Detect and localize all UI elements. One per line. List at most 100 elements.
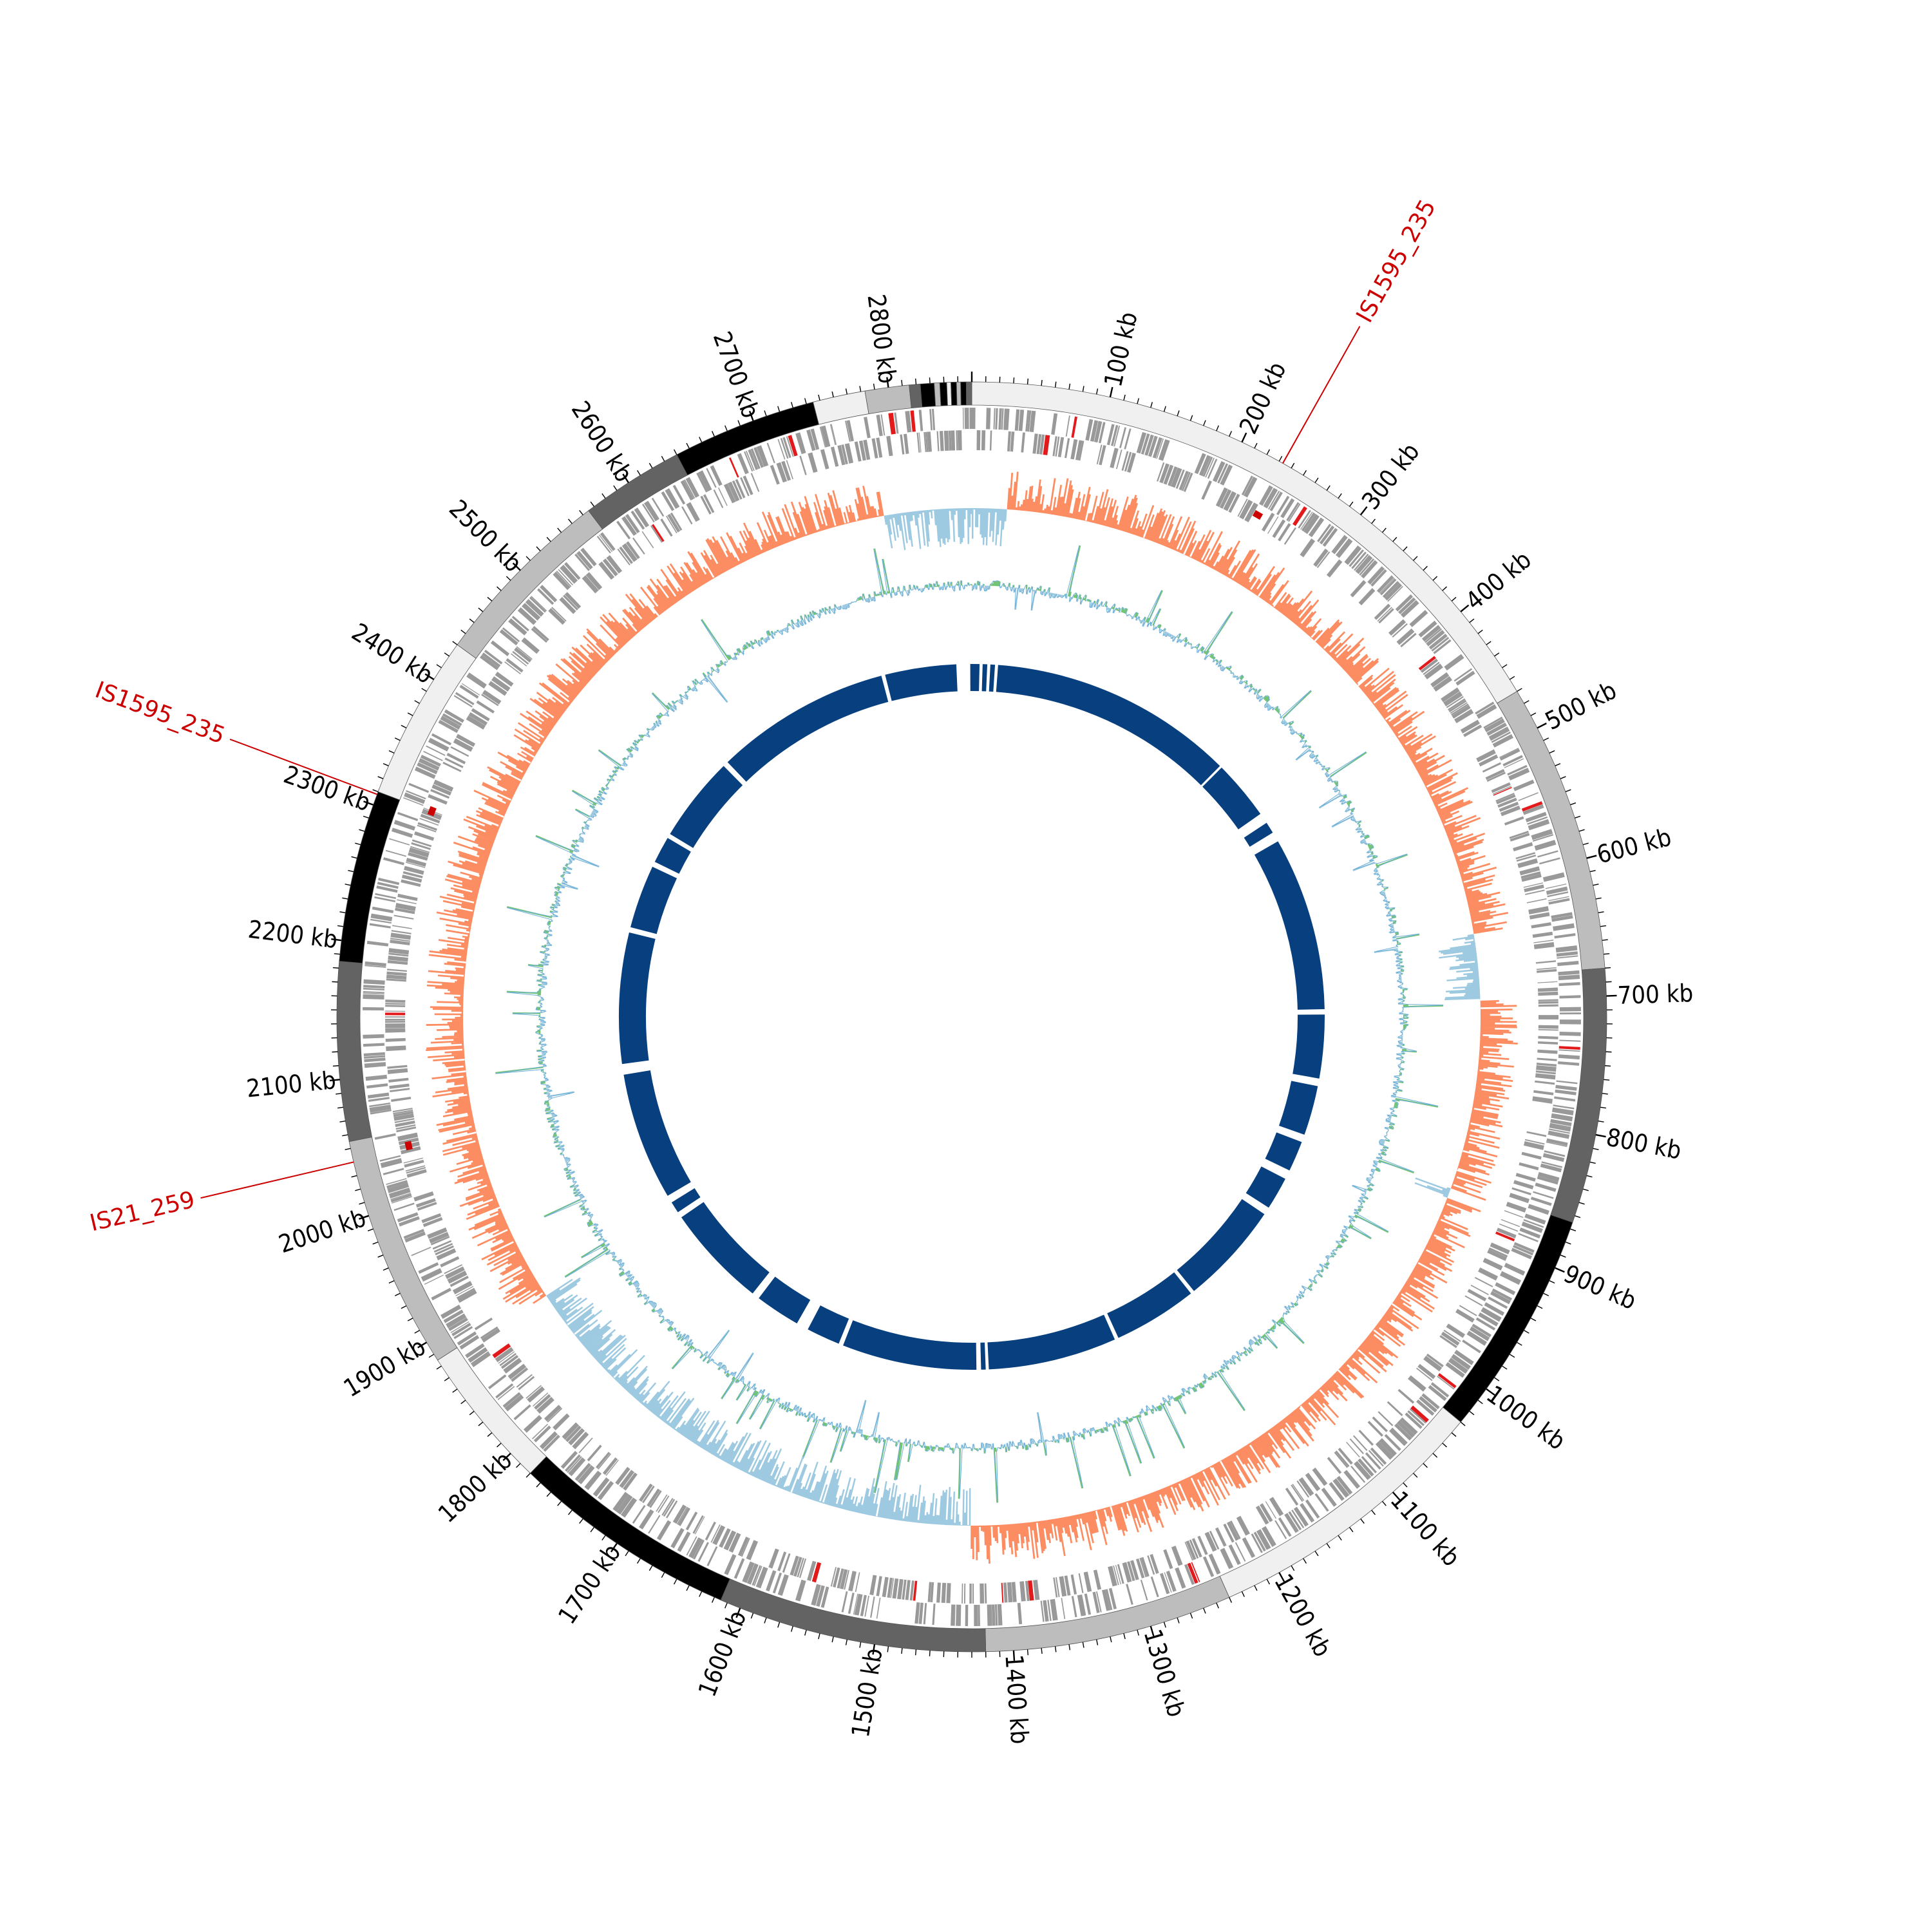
gene — [1175, 469, 1185, 489]
gene — [1535, 1080, 1555, 1085]
gene — [461, 683, 480, 696]
gene — [1096, 444, 1103, 465]
tick-label-1400-kb: 1400 kb — [999, 1654, 1034, 1745]
gene — [393, 1202, 415, 1211]
gene — [1220, 464, 1233, 486]
gene — [1276, 495, 1290, 515]
gene — [1527, 816, 1548, 825]
gene — [539, 1431, 558, 1450]
gene — [476, 700, 495, 714]
gene — [811, 1584, 821, 1606]
gene — [1499, 1223, 1519, 1232]
gene — [799, 455, 807, 475]
coverage-segment — [970, 664, 972, 692]
tick-label-700-kb: 700 kb — [1617, 979, 1694, 1010]
gene — [665, 488, 680, 509]
gene — [811, 1562, 822, 1583]
gene — [563, 594, 578, 611]
gene — [440, 1256, 460, 1267]
ruler-tick — [1413, 556, 1418, 561]
gene — [518, 1376, 535, 1390]
ruler-tick — [1593, 1148, 1599, 1150]
gene — [1463, 724, 1482, 737]
gene — [1350, 580, 1367, 598]
gene — [1228, 493, 1240, 513]
gene — [1555, 1084, 1577, 1091]
gene — [623, 1472, 638, 1491]
gene — [1493, 787, 1512, 796]
ruler-tick — [1524, 700, 1530, 704]
gene — [1443, 691, 1463, 706]
gene — [1431, 636, 1450, 652]
gene — [925, 431, 929, 452]
gene — [780, 438, 789, 459]
gene — [781, 460, 791, 481]
gene — [565, 1425, 582, 1443]
gene — [1524, 1141, 1544, 1150]
gene — [833, 1567, 840, 1588]
gene — [1545, 883, 1567, 889]
ruler-tick — [686, 442, 690, 449]
gene — [363, 1052, 385, 1057]
ruler-tick — [1432, 576, 1438, 581]
coverage-segment — [1202, 767, 1261, 829]
gene — [523, 1415, 542, 1433]
gene — [397, 893, 418, 902]
ruler-tick — [1517, 1341, 1522, 1346]
ruler-tick — [1586, 855, 1597, 859]
gene — [378, 877, 400, 886]
gene — [385, 1016, 406, 1018]
ruler-tick — [1560, 776, 1566, 779]
gene — [1483, 716, 1503, 729]
gene — [1433, 639, 1452, 654]
ruler-tick — [711, 1597, 715, 1603]
ruler-tick — [1150, 1625, 1155, 1636]
gene — [1338, 1448, 1353, 1465]
gene — [692, 1515, 704, 1534]
ruler-tick — [1524, 1330, 1530, 1334]
gene — [1258, 485, 1273, 506]
gene — [366, 1083, 388, 1089]
gene — [592, 1477, 610, 1497]
gene — [1220, 1548, 1234, 1569]
gene — [578, 1437, 593, 1454]
gene — [1546, 886, 1568, 895]
gene — [438, 719, 459, 734]
gene — [1506, 1202, 1527, 1213]
gene — [1499, 748, 1520, 761]
ruler-tick — [1502, 1365, 1508, 1370]
gene — [1164, 1572, 1172, 1593]
ruler-tick — [460, 629, 466, 634]
gene — [897, 1578, 904, 1600]
gene — [837, 444, 846, 466]
gene — [396, 1126, 417, 1133]
gene — [1148, 435, 1158, 457]
gene — [466, 672, 487, 689]
gene — [521, 637, 540, 654]
gene — [1202, 1556, 1215, 1577]
ruler-tick — [1413, 1473, 1418, 1478]
gene — [1372, 1416, 1388, 1432]
gene — [974, 1604, 978, 1626]
ruler-tick — [1381, 1501, 1387, 1506]
gene — [1139, 1558, 1147, 1578]
contig-segment — [1219, 1406, 1461, 1598]
gene — [1392, 623, 1408, 638]
gene — [1085, 419, 1094, 441]
gene — [1163, 464, 1174, 485]
gene — [560, 1450, 578, 1469]
gene — [617, 548, 630, 565]
gene — [1083, 1571, 1092, 1593]
gene — [445, 1266, 465, 1280]
ruler-tick — [711, 431, 715, 437]
gene — [810, 428, 820, 450]
gene — [567, 1456, 582, 1473]
coverage-segment — [972, 664, 980, 692]
gene — [606, 555, 623, 574]
gene — [444, 1264, 463, 1274]
gene — [1354, 553, 1369, 571]
ruler-tick — [1241, 432, 1247, 443]
gene — [1537, 850, 1558, 858]
gene — [1099, 445, 1106, 466]
gene — [1521, 1221, 1543, 1233]
